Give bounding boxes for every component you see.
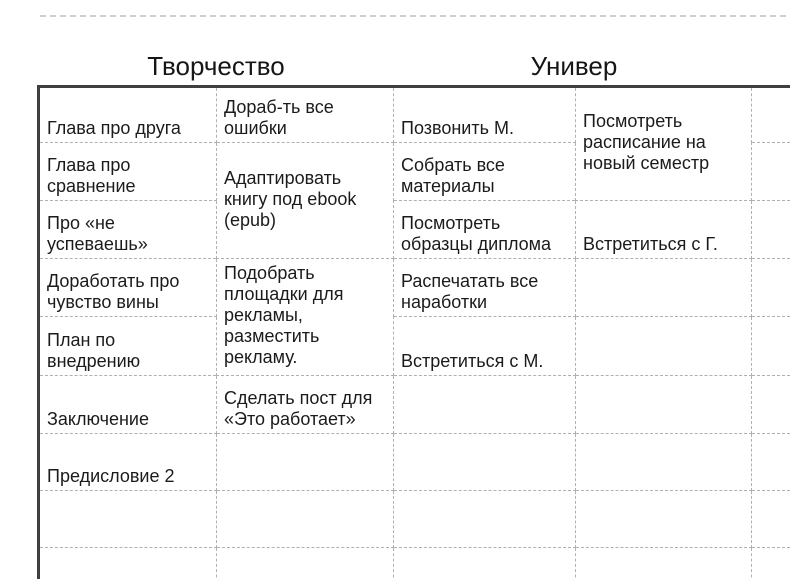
cell-r6-c1[interactable]: Заключение: [38, 375, 217, 434]
cell-r1-c2[interactable]: Дораб-ть все ошибки: [216, 86, 394, 143]
cell-r6-c2[interactable]: Сделать пост для «Это работает»: [216, 375, 394, 434]
cell-r5-c1[interactable]: План по внедрению: [38, 316, 217, 376]
cell-r8-c1[interactable]: [38, 490, 217, 548]
cell-r8-c3[interactable]: [393, 490, 576, 548]
cell-r9-c3[interactable]: [393, 547, 576, 579]
cell-r3-c5[interactable]: [751, 200, 790, 259]
cell-r8-c4[interactable]: [575, 490, 752, 548]
cell-r4-c2-merged[interactable]: Подобрать площадки для рекламы, размести…: [216, 258, 394, 376]
cell-r4-c5[interactable]: [751, 258, 790, 317]
table-row: План по внедрению Встретиться с М.: [38, 316, 790, 376]
cell-r9-c1[interactable]: [38, 547, 217, 579]
task-table: Глава про друга Дораб-ть все ошибки Позв…: [37, 85, 790, 579]
cell-r3-c4[interactable]: Встретиться с Г.: [575, 200, 752, 259]
cell-r8-c2[interactable]: [216, 490, 394, 548]
table-row: [38, 490, 790, 548]
cell-r6-c5[interactable]: [751, 375, 790, 434]
cell-r3-c1[interactable]: Про «не успеваешь»: [38, 200, 217, 259]
cell-r9-c2[interactable]: [216, 547, 394, 579]
cell-r5-c4[interactable]: [575, 316, 752, 376]
page-break-dotted-line: [40, 15, 786, 17]
cell-r4-c4[interactable]: [575, 258, 752, 317]
cell-r9-c5[interactable]: [751, 547, 790, 579]
cell-r6-c4[interactable]: [575, 375, 752, 434]
cell-r6-c3[interactable]: [393, 375, 576, 434]
cell-r2-c2-merged[interactable]: Адаптировать книгу под ebook (epub): [216, 142, 394, 259]
cell-r5-c3[interactable]: Встретиться с М.: [393, 316, 576, 376]
cell-r1-c4-merged[interactable]: Посмотреть расписание на новый семестр: [575, 86, 752, 201]
table-row: Доработать про чувство вины Подобрать пл…: [38, 258, 790, 376]
table-row: [38, 547, 790, 579]
table-row: Заключение Сделать пост для «Это работае…: [38, 375, 790, 434]
cell-r7-c5[interactable]: [751, 433, 790, 491]
section-header-creative[interactable]: Творчество: [147, 51, 285, 81]
cell-r1-c5[interactable]: [751, 86, 790, 143]
cell-r1-c1[interactable]: Глава про друга: [38, 86, 217, 143]
cell-r8-c5[interactable]: [751, 490, 790, 548]
cell-r4-c1[interactable]: Доработать про чувство вины: [38, 258, 217, 317]
cell-r7-c2[interactable]: [216, 433, 394, 491]
cell-r4-c3[interactable]: Распечатать все наработки: [393, 258, 576, 317]
section-header-university[interactable]: Универ: [530, 51, 618, 81]
table-row: Глава про сравнение Адаптировать книгу п…: [38, 142, 790, 259]
table-row: Предисловие 2: [38, 433, 790, 491]
cell-r2-c5[interactable]: [751, 142, 790, 201]
table-row: Глава про друга Дораб-ть все ошибки Позв…: [38, 86, 790, 201]
cell-r7-c4[interactable]: [575, 433, 752, 491]
cell-r9-c4[interactable]: [575, 547, 752, 579]
cell-r7-c3[interactable]: [393, 433, 576, 491]
cell-r5-c5[interactable]: [751, 316, 790, 376]
cell-r2-c3[interactable]: Собрать все материалы: [393, 142, 576, 201]
table-row: Про «не успеваешь» Посмотреть образцы ди…: [38, 200, 790, 259]
cell-r7-c1[interactable]: Предисловие 2: [38, 433, 217, 491]
cell-r2-c1[interactable]: Глава про сравнение: [38, 142, 217, 201]
cell-r3-c3[interactable]: Посмотреть образцы диплома: [393, 200, 576, 259]
cell-r1-c3[interactable]: Позвонить М.: [393, 86, 576, 143]
